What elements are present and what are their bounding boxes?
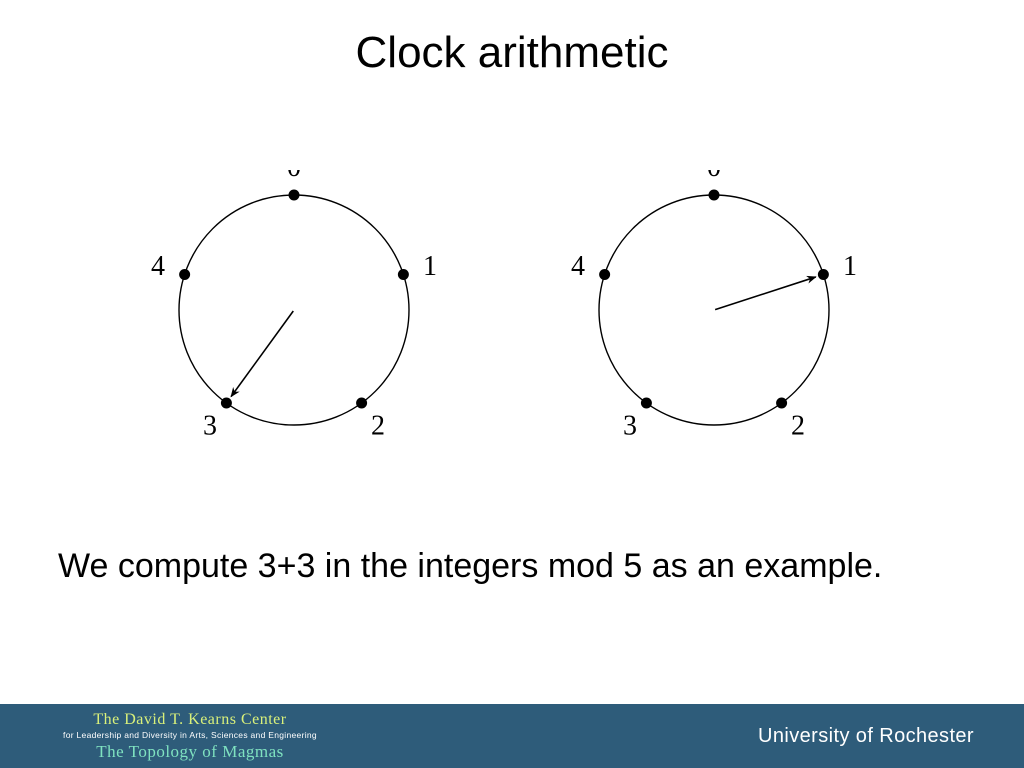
clock-label-2: 2 <box>791 411 805 442</box>
clock-label-1: 1 <box>423 251 437 282</box>
clock-label-4: 4 <box>151 251 165 282</box>
clock-label-4: 4 <box>571 251 585 282</box>
clock-dot-4 <box>179 269 190 280</box>
clock-dot-1 <box>818 269 829 280</box>
clock-dot-3 <box>221 398 232 409</box>
university-text: University of Rochester <box>758 725 974 748</box>
clock-dot-1 <box>398 269 409 280</box>
clock-circle <box>599 195 829 425</box>
topology-text: The Topology of Magmas <box>96 742 284 762</box>
clock-label-3: 3 <box>203 411 217 442</box>
clock-dot-2 <box>356 398 367 409</box>
footer-left-box: The David T. Kearns Center for Leadershi… <box>0 704 380 768</box>
clock-label-3: 3 <box>623 411 637 442</box>
clock-dot-4 <box>599 269 610 280</box>
clock-dot-2 <box>776 398 787 409</box>
clock-dot-3 <box>641 398 652 409</box>
clock-circle <box>179 195 409 425</box>
clock-label-0: 0 <box>287 170 301 183</box>
clock-dot-0 <box>289 190 300 201</box>
clock-label-0: 0 <box>707 170 721 183</box>
clock-hand <box>715 277 816 310</box>
clocks-diagram: 0 1 2 3 4 0 1 2 3 4 <box>0 170 1024 490</box>
clock-label-2: 2 <box>371 411 385 442</box>
slide-title: Clock arithmetic <box>0 28 1024 78</box>
caption-text: We compute 3+3 in the integers mod 5 as … <box>58 545 964 588</box>
footer-bar: The David T. Kearns Center for Leadershi… <box>0 704 1024 768</box>
slide-stage: Clock arithmetic 0 1 2 3 4 0 1 2 3 4 We compute 3… <box>0 0 1024 768</box>
clock-hand <box>231 311 293 397</box>
kearns-center-title: The David T. Kearns Center <box>93 711 286 729</box>
clock-label-1: 1 <box>843 251 857 282</box>
kearns-center-subtitle: for Leadership and Diversity in Arts, Sc… <box>63 730 317 740</box>
footer-right-box: University of Rochester <box>380 704 1024 768</box>
clock-dot-0 <box>709 190 720 201</box>
